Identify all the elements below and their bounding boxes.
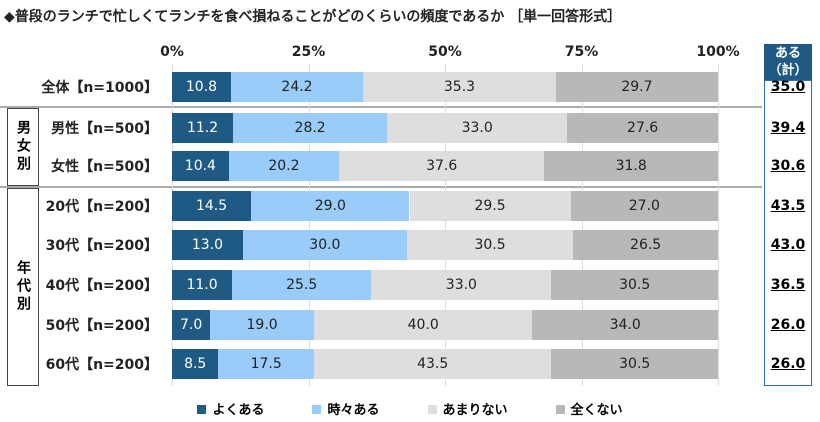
- gridline: [581, 64, 583, 386]
- x-tick-label: 50%: [428, 44, 462, 60]
- bar-segment: 30.0: [242, 230, 407, 260]
- summary-header-label: ある（計）: [768, 46, 808, 78]
- bar-segment: 37.6: [339, 151, 545, 181]
- divider: [0, 186, 762, 188]
- bar-segment: 33.0: [387, 113, 568, 143]
- legend-item: あまりない: [427, 399, 508, 418]
- x-tick-label: 25%: [291, 44, 326, 60]
- bar-segment: 30.5: [551, 270, 718, 300]
- divider: [0, 106, 762, 108]
- bar-segment: 34.0: [532, 310, 718, 340]
- bar-segment: 26.5: [573, 230, 718, 260]
- summary-value: 39.4: [770, 120, 806, 136]
- bar-segment: 11.2: [172, 113, 234, 143]
- row-label: 男性【n=500】: [51, 121, 158, 137]
- bar-segment: 27.6: [567, 113, 718, 143]
- summary-value: 35.0: [770, 79, 806, 95]
- bar-segment: 17.5: [218, 349, 314, 379]
- x-tick-label: 100%: [696, 44, 740, 60]
- bar-segment: 20.2: [228, 151, 340, 181]
- summary-value: 26.0: [770, 317, 806, 333]
- group-label-age: 年代別: [7, 188, 39, 386]
- legend-swatch: [555, 405, 565, 414]
- row-label: 20代【n=200】: [45, 199, 158, 215]
- legend: よくある 時々ある あまりない 全くない: [0, 399, 820, 418]
- bar-segment: 29.7: [555, 72, 718, 102]
- bar-segment: 33.0: [371, 270, 552, 300]
- gridline: [308, 64, 310, 386]
- bar-segment: 29.0: [251, 191, 410, 221]
- summary-value: 43.5: [770, 198, 806, 214]
- bar-segment: 7.0: [172, 310, 211, 340]
- legend-swatch: [197, 405, 207, 414]
- bar-segment: 25.5: [232, 270, 372, 300]
- bar-segment: 27.0: [570, 191, 718, 221]
- bar-segment: 19.0: [210, 310, 314, 340]
- bar-segment: 10.4: [172, 151, 229, 181]
- chart-title: ◆普段のランチで忙しくてランチを食べ損ねることがどのくらいの頻度であるか ［単一…: [4, 9, 622, 25]
- row-label: 女性【n=500】: [51, 159, 158, 175]
- x-tick-label: 0%: [160, 44, 184, 60]
- row-label: 30代【n=200】: [45, 238, 158, 254]
- bar-segment: 10.8: [172, 72, 231, 102]
- legend-item: 全くない: [555, 399, 623, 418]
- bar-segment: 28.2: [233, 113, 388, 143]
- legend-swatch: [427, 405, 437, 414]
- bar-segment: 31.8: [544, 151, 718, 181]
- gridline: [445, 64, 446, 386]
- bar-segment: 35.3: [363, 72, 556, 102]
- legend-item: よくある: [197, 399, 264, 418]
- summary-value: 36.5: [770, 277, 806, 293]
- row-label: 50代【n=200】: [45, 318, 158, 334]
- row-label: 60代【n=200】: [45, 357, 158, 373]
- bar-segment: 30.5: [406, 230, 574, 260]
- legend-item: 時々ある: [312, 399, 380, 418]
- bar-segment: 43.5: [313, 349, 552, 379]
- gridline: [172, 64, 173, 386]
- bar-segment: 24.2: [230, 72, 364, 102]
- bar-segment: 29.5: [409, 191, 571, 221]
- gridline: [718, 64, 719, 386]
- bar-segment: 11.0: [172, 270, 233, 300]
- x-tick-label: 75%: [564, 44, 599, 60]
- bar-segment: 30.5: [551, 349, 718, 379]
- group-label-gender: 男女別: [7, 108, 39, 186]
- row-label: 全体【n=1000】: [41, 80, 158, 96]
- bar-segment: 14.5: [172, 191, 252, 221]
- bar-segment: 40.0: [313, 310, 533, 340]
- summary-header: ある（計）: [764, 44, 812, 80]
- bar-segment: 13.0: [172, 230, 243, 260]
- legend-swatch: [312, 405, 322, 414]
- summary-value: 30.6: [770, 158, 806, 174]
- summary-value: 43.0: [770, 237, 806, 253]
- row-label: 40代【n=200】: [45, 278, 158, 294]
- summary-value: 26.0: [770, 356, 806, 372]
- summary-box: [764, 80, 812, 386]
- bar-segment: 8.5: [172, 349, 219, 379]
